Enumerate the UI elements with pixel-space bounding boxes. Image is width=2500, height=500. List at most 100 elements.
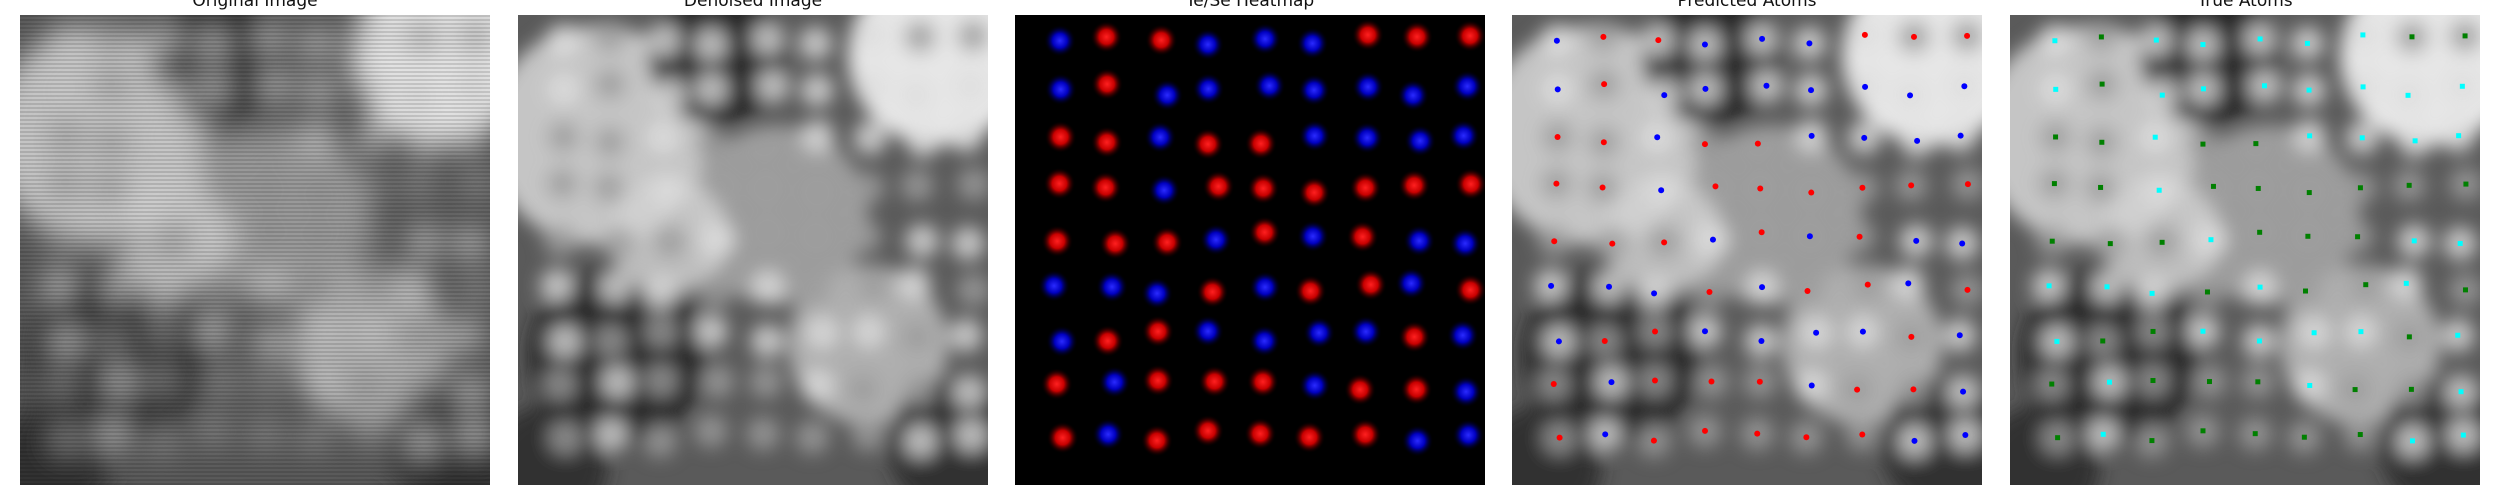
heatmap-te-spot bbox=[1454, 273, 1485, 306]
true-te-atom bbox=[2311, 330, 2317, 336]
predicted-te-atom bbox=[1910, 386, 1917, 393]
heatmap-te-spot bbox=[1349, 171, 1382, 204]
true-se-atom bbox=[2204, 289, 2210, 295]
predicted-te-atom bbox=[1601, 81, 1608, 88]
predicted-se-atom bbox=[1961, 83, 1968, 90]
heatmap-se-spot bbox=[1451, 70, 1484, 103]
heatmap-te-spot bbox=[1248, 216, 1281, 249]
true-te-atom bbox=[2152, 134, 2158, 140]
heatmap-se-spot bbox=[1447, 119, 1480, 152]
predicted-te-atom bbox=[1856, 233, 1863, 240]
true-se-atom bbox=[2462, 33, 2468, 39]
true-te-atom bbox=[2459, 83, 2465, 89]
true-te-atom bbox=[2359, 135, 2365, 141]
predicted-te-atom bbox=[1964, 181, 1971, 188]
true-te-atom bbox=[2100, 431, 2106, 437]
predicted-se-atom bbox=[1661, 92, 1668, 99]
true-te-atom bbox=[2153, 37, 2159, 43]
heatmap-se-spot bbox=[1403, 224, 1436, 257]
true-te-atom bbox=[2053, 86, 2059, 92]
true-se-atom bbox=[2406, 182, 2412, 188]
true-te-atom bbox=[2460, 432, 2466, 438]
predicted-se-atom bbox=[1608, 379, 1615, 386]
true-se-atom bbox=[2049, 238, 2055, 244]
true-te-atom bbox=[2208, 237, 2214, 243]
heatmap-se-spot bbox=[1303, 316, 1336, 349]
predicted-te-atom bbox=[1706, 288, 1713, 295]
heatmap-se-spot bbox=[1038, 269, 1071, 302]
heatmap-se-spot bbox=[1044, 73, 1077, 106]
true-se-atom bbox=[2306, 190, 2312, 196]
predicted-se-atom bbox=[1962, 432, 1969, 439]
true-te-atom bbox=[2257, 36, 2263, 42]
heatmap-se-spot bbox=[1351, 121, 1384, 154]
true-te-atom bbox=[2411, 238, 2417, 244]
predicted-te-atom bbox=[1701, 427, 1708, 434]
heatmap-te-spot bbox=[1191, 414, 1224, 447]
heatmap-te-spot bbox=[1198, 365, 1231, 398]
predicted-se-atom bbox=[1808, 132, 1815, 139]
true-se-atom bbox=[2055, 435, 2061, 441]
true-se-atom bbox=[2255, 185, 2261, 191]
heatmap-se-spot bbox=[1151, 79, 1184, 112]
true-te-atom bbox=[2412, 138, 2418, 144]
heatmap-se-spot bbox=[1450, 375, 1483, 408]
true-se-atom bbox=[2352, 387, 2358, 393]
predicted-se-atom bbox=[1957, 132, 1964, 139]
true-te-atom bbox=[2156, 187, 2162, 193]
true-te-atom bbox=[2457, 240, 2463, 246]
panel-denoised: Denoised Image bbox=[518, 0, 988, 500]
heatmap-se-spot bbox=[1446, 319, 1479, 352]
true-te-atom bbox=[2456, 133, 2462, 139]
true-se-atom bbox=[2255, 379, 2261, 385]
true-te-atom bbox=[2106, 379, 2112, 385]
heatmap-se-spot bbox=[1043, 24, 1076, 57]
heatmap-se-spot bbox=[1397, 79, 1430, 112]
true-te-atom bbox=[2261, 83, 2267, 89]
heatmap-te-spot bbox=[1293, 421, 1326, 454]
predicted-se-atom bbox=[1548, 282, 1555, 289]
predicted-te-atom bbox=[1808, 189, 1815, 196]
predicted-te-atom bbox=[1599, 184, 1606, 191]
panel-title-predicted: Predicted Atoms bbox=[1677, 0, 1817, 11]
predicted-atoms-image bbox=[1512, 15, 1982, 485]
predicted-te-atom bbox=[1712, 183, 1719, 190]
heatmap-te-spot bbox=[1246, 365, 1279, 398]
heatmap-te-spot bbox=[1043, 167, 1076, 200]
te-se-heatmap bbox=[1015, 15, 1485, 485]
predicted-se-atom bbox=[1914, 137, 1921, 144]
predicted-te-atom bbox=[1554, 133, 1561, 140]
heatmap-te-spot bbox=[1145, 24, 1178, 57]
predicted-te-atom bbox=[1708, 378, 1715, 385]
heatmap-te-spot bbox=[1294, 275, 1327, 308]
heatmap-se-spot bbox=[1191, 28, 1224, 61]
heatmap-te-spot bbox=[1044, 120, 1077, 153]
heatmap-te-spot bbox=[1354, 268, 1387, 301]
true-se-atom bbox=[2408, 386, 2414, 392]
heatmap-se-spot bbox=[1296, 220, 1329, 253]
predicted-te-atom bbox=[1804, 288, 1811, 295]
true-se-atom bbox=[2303, 288, 2309, 294]
predicted-se-atom bbox=[1911, 437, 1918, 444]
heatmap-te-spot bbox=[1244, 127, 1277, 160]
heatmap-te-spot bbox=[1400, 20, 1433, 53]
panel-title-true: True Atoms bbox=[2197, 0, 2293, 11]
heatmap-te-spot bbox=[1142, 315, 1175, 348]
predicted-se-atom bbox=[1808, 87, 1815, 94]
predicted-te-atom bbox=[1859, 431, 1866, 438]
true-te-atom bbox=[2405, 92, 2411, 98]
true-se-atom bbox=[2049, 381, 2055, 387]
heatmap-se-spot bbox=[1253, 69, 1286, 102]
heatmap-se-spot bbox=[1296, 27, 1329, 60]
predicted-se-atom bbox=[1701, 328, 1708, 335]
true-se-atom bbox=[2355, 234, 2361, 240]
true-se-atom bbox=[2305, 233, 2311, 239]
true-se-atom bbox=[2253, 141, 2259, 147]
predicted-se-atom bbox=[1554, 86, 1561, 93]
predicted-te-atom bbox=[1655, 37, 1662, 44]
true-se-atom bbox=[2409, 34, 2415, 40]
heatmap-se-spot bbox=[1144, 121, 1177, 154]
heatmap-se-spot bbox=[1395, 267, 1428, 300]
true-se-atom bbox=[2200, 428, 2206, 434]
true-se-atom bbox=[2098, 184, 2104, 190]
